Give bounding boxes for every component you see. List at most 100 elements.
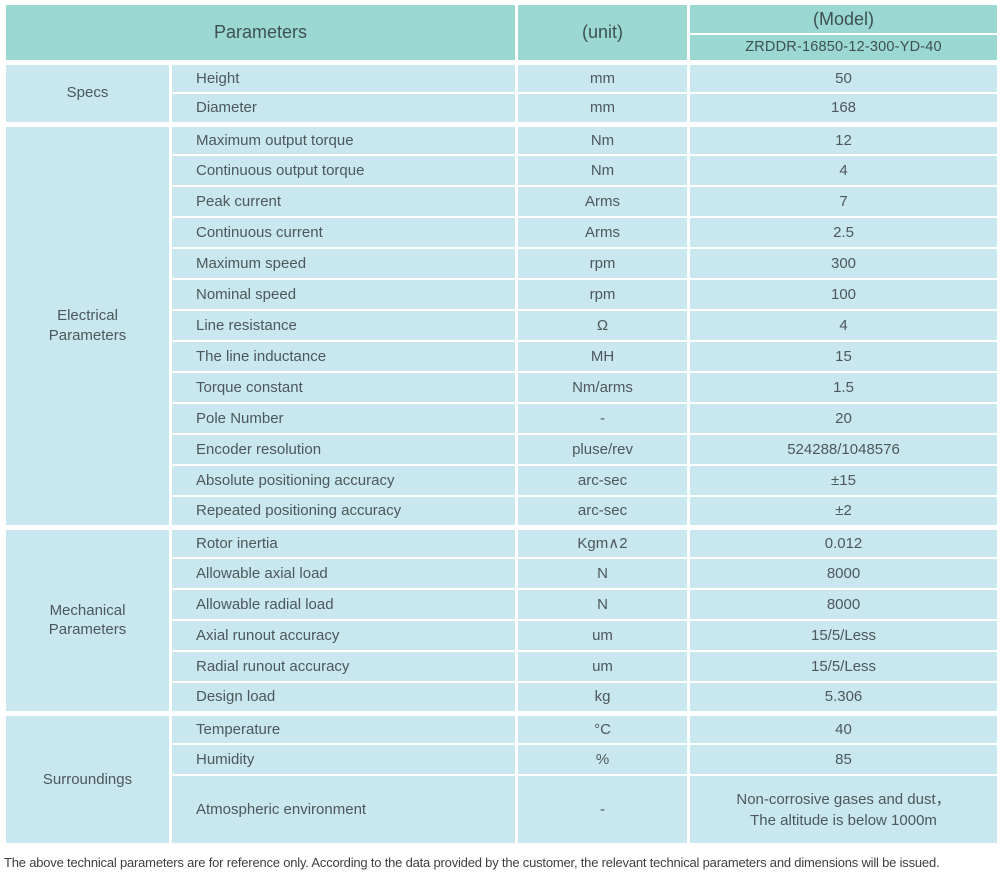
unit-cell: N [515, 588, 691, 621]
parameter-name-cell: Allowable axial load [168, 557, 519, 590]
group-label: Surroundings [3, 710, 172, 845]
unit-cell: mm [515, 59, 691, 94]
unit-cell: rpm [515, 247, 691, 280]
parameter-name-cell: Absolute positioning accuracy [168, 464, 519, 497]
table-row: Pole Number -20 [5, 402, 1000, 435]
table-row: Line resistance Ω 4 [5, 309, 1000, 342]
table-row: Diameter mm 168 [5, 92, 1000, 125]
model-code: ZRDDR-16850-12-300-YD-40 [687, 33, 1000, 63]
group-label: Electrical Parameters [3, 121, 172, 528]
unit-cell: Nm [515, 121, 691, 156]
value-cell: 0.012 [687, 524, 1000, 559]
value-cell: 20 [687, 402, 1000, 435]
value-cell: ±15 [687, 464, 1000, 497]
table-row: Humidity% 85 [5, 743, 1000, 776]
parameter-name-cell: Continuous current [168, 216, 519, 249]
unit-cell: °C [515, 710, 691, 745]
parameter-name-cell: Humidity [168, 743, 519, 776]
table-row: The line inductance MH 15 [5, 340, 1000, 373]
table-row: Encoder resolution pluse/rev 524288/104857… [5, 433, 1000, 466]
parameter-name-cell: Maximum speed [168, 247, 519, 280]
parameters-column-header: Parameters [2, 3, 519, 63]
value-cell: ±2 [687, 495, 1000, 528]
unit-cell: - [515, 774, 691, 845]
table-row: Maximum speed rpm 300 [5, 247, 1000, 280]
parameter-name-cell: Design load [168, 681, 519, 714]
value-cell: 15/5/Less [687, 619, 1000, 652]
parameter-name-cell: Continuous output torque [168, 154, 519, 187]
value-cell: 40 [687, 710, 1000, 745]
parameter-name-cell: Peak current [168, 185, 519, 218]
parameter-name-cell: Temperature [168, 710, 519, 745]
parameter-name-cell: The line inductance [168, 340, 519, 373]
model-column-header: (Model) [687, 3, 1000, 35]
value-cell: 100 [687, 278, 1000, 311]
unit-cell: arc-sec [515, 464, 691, 497]
parameter-name-cell: Pole Number [168, 402, 519, 435]
value-cell: 15/5/Less [687, 650, 1000, 683]
value-cell: 4 [687, 309, 1000, 342]
table-row: Repeated positioning accuracy arc-sec ±2 [5, 495, 1000, 528]
table-row: Continuous current Arms 2.5 [5, 216, 1000, 249]
unit-cell: N [515, 557, 691, 590]
table-row: Peak current Arms 7 [5, 185, 1000, 218]
table-row: Mechanical Parameters Rotor inertia Kgm∧2 0… [3, 524, 1000, 714]
value-cell: 8000 [687, 557, 1000, 590]
value-cell: 5.306 [687, 681, 1000, 714]
parameter-name-cell: Repeated positioning accuracy [168, 495, 519, 528]
unit-cell: Nm/arms [515, 371, 691, 404]
parameter-name-cell: Encoder resolution [168, 433, 519, 466]
group-label: Mechanical Parameters [3, 524, 172, 714]
value-cell: 300 [687, 247, 1000, 280]
unit-cell: pluse/rev [515, 433, 691, 466]
unit-cell: arc-sec [515, 495, 691, 528]
unit-cell: um [515, 650, 691, 683]
unit-cell: Arms [515, 216, 691, 249]
table-row: Surroundings Temperature °C 40 [3, 710, 1000, 845]
value-cell: 4 [687, 154, 1000, 187]
parameter-name-cell: Maximum output torque [168, 121, 519, 156]
table-row: Absolute positioning accuracy arc-sec ±15 [5, 464, 1000, 497]
unit-cell: rpm [515, 278, 691, 311]
parameters-table: Parameters (unit) (Model) ZRDDR-16850-12… [2, 3, 1000, 845]
unit-cell: mm [515, 92, 691, 125]
value-cell: Non-corrosive gases and dust， The altitu… [687, 774, 1000, 845]
table-row: Electrical Parameters Maximum output torq… [3, 121, 1000, 528]
table-row: Allowable axial load N 8000 [5, 557, 1000, 590]
parameter-name-cell: Axial runout accuracy [168, 619, 519, 652]
value-cell: 2.5 [687, 216, 1000, 249]
table-row: Nominal speed rpm 100 [5, 278, 1000, 311]
unit-cell: um [515, 619, 691, 652]
parameter-name-cell: Nominal speed [168, 278, 519, 311]
table-row: Torque constant Nm/arms 1.5 [5, 371, 1000, 404]
parameter-name-cell: Line resistance [168, 309, 519, 342]
unit-cell: % [515, 743, 691, 776]
value-cell: 85 [687, 743, 1000, 776]
parameter-name-cell: Allowable radial load [168, 588, 519, 621]
group-label: Specs [3, 59, 172, 125]
table-row: Design load kg 5.306 [5, 681, 1000, 714]
value-cell: 524288/1048576 [687, 433, 1000, 466]
unit-column-header: (unit) [515, 3, 691, 63]
unit-cell: - [515, 402, 691, 435]
value-cell: 50 [687, 59, 1000, 94]
unit-cell: kg [515, 681, 691, 714]
table-row: Axial runout accuracy um 15/5/Less [5, 619, 1000, 652]
table-row: Continuous output torque Nm 4 [5, 154, 1000, 187]
value-cell: 15 [687, 340, 1000, 373]
parameter-name-cell: Height [168, 59, 519, 94]
unit-cell: Kgm∧2 [515, 524, 691, 559]
unit-cell: Ω [515, 309, 691, 342]
parameter-name-cell: Rotor inertia [168, 524, 519, 559]
unit-cell: Nm [515, 154, 691, 187]
parameter-name-cell: Diameter [168, 92, 519, 125]
value-cell: 168 [687, 92, 1000, 125]
unit-cell: Arms [515, 185, 691, 218]
parameter-name-cell: Radial runout accuracy [168, 650, 519, 683]
table-row: Atmospheric environment - Non-corrosive ga… [5, 774, 1000, 845]
value-cell: 1.5 [687, 371, 1000, 404]
value-cell: 7 [687, 185, 1000, 218]
parameter-name-cell: Atmospheric environment [168, 774, 519, 845]
value-cell: 8000 [687, 588, 1000, 621]
